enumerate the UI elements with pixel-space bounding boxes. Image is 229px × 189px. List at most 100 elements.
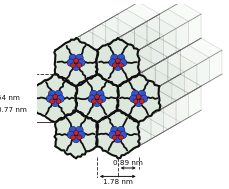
Text: 1.54 nm: 1.54 nm	[0, 95, 19, 101]
Circle shape	[74, 58, 78, 63]
Circle shape	[57, 95, 64, 102]
Text: 1.78 nm: 1.78 nm	[102, 179, 132, 185]
Circle shape	[51, 99, 59, 107]
Circle shape	[75, 54, 83, 61]
Circle shape	[96, 90, 104, 98]
Polygon shape	[88, 67, 130, 115]
Polygon shape	[134, 16, 175, 64]
Polygon shape	[130, 67, 171, 115]
Circle shape	[110, 54, 118, 61]
Polygon shape	[84, 45, 125, 93]
Polygon shape	[105, 81, 146, 129]
Polygon shape	[93, 89, 134, 137]
Circle shape	[70, 135, 75, 140]
Circle shape	[117, 126, 124, 134]
Polygon shape	[147, 81, 188, 129]
Circle shape	[67, 131, 74, 139]
Circle shape	[76, 63, 81, 68]
Polygon shape	[55, 38, 96, 86]
Polygon shape	[68, 31, 109, 79]
Polygon shape	[155, 53, 196, 101]
Polygon shape	[134, 89, 175, 137]
Polygon shape	[147, 9, 188, 57]
Polygon shape	[159, 2, 200, 50]
Polygon shape	[97, 38, 138, 86]
Polygon shape	[159, 74, 200, 122]
Circle shape	[118, 63, 123, 68]
Circle shape	[75, 126, 83, 134]
Polygon shape	[72, 53, 113, 101]
Circle shape	[114, 135, 121, 143]
Polygon shape	[138, 38, 180, 86]
Circle shape	[56, 99, 60, 104]
Circle shape	[90, 90, 97, 98]
Circle shape	[108, 131, 116, 139]
Text: 0.77 nm: 0.77 nm	[0, 107, 27, 113]
Polygon shape	[55, 110, 96, 158]
Circle shape	[136, 94, 140, 99]
Polygon shape	[109, 31, 150, 79]
Circle shape	[98, 95, 106, 102]
Circle shape	[94, 94, 99, 99]
Polygon shape	[80, 24, 121, 72]
Text: 0.89 nm: 0.89 nm	[113, 160, 142, 166]
Polygon shape	[126, 45, 167, 93]
Polygon shape	[122, 24, 163, 72]
Circle shape	[131, 90, 138, 98]
Polygon shape	[117, 2, 159, 50]
Circle shape	[87, 95, 95, 102]
Circle shape	[119, 131, 126, 139]
Circle shape	[139, 99, 144, 104]
Polygon shape	[113, 53, 155, 101]
Polygon shape	[117, 74, 159, 122]
Circle shape	[119, 59, 126, 66]
Polygon shape	[109, 103, 150, 151]
Circle shape	[115, 58, 120, 63]
Circle shape	[140, 95, 147, 102]
Circle shape	[133, 99, 137, 104]
Circle shape	[46, 95, 54, 102]
Polygon shape	[142, 60, 184, 108]
Polygon shape	[68, 103, 109, 151]
Circle shape	[93, 99, 100, 107]
Circle shape	[55, 90, 62, 98]
Polygon shape	[93, 16, 134, 64]
Circle shape	[110, 126, 118, 134]
Circle shape	[112, 63, 117, 68]
Circle shape	[115, 130, 120, 135]
Polygon shape	[180, 38, 221, 86]
Circle shape	[77, 131, 85, 139]
Circle shape	[138, 90, 145, 98]
Polygon shape	[167, 45, 209, 93]
Circle shape	[91, 99, 96, 104]
Circle shape	[97, 99, 102, 104]
Circle shape	[69, 126, 76, 134]
Circle shape	[49, 99, 54, 104]
Circle shape	[118, 135, 123, 140]
Polygon shape	[97, 110, 138, 158]
Circle shape	[114, 63, 121, 71]
Circle shape	[48, 90, 55, 98]
Circle shape	[117, 54, 124, 61]
Polygon shape	[76, 74, 117, 122]
Circle shape	[67, 59, 74, 66]
Circle shape	[129, 95, 136, 102]
Circle shape	[76, 135, 81, 140]
Circle shape	[72, 135, 79, 143]
Polygon shape	[80, 96, 121, 144]
Circle shape	[134, 99, 142, 107]
Circle shape	[70, 63, 75, 68]
Circle shape	[74, 130, 78, 135]
Circle shape	[72, 63, 79, 71]
Polygon shape	[34, 74, 76, 122]
Circle shape	[77, 59, 85, 66]
Circle shape	[69, 54, 76, 61]
Polygon shape	[105, 9, 146, 57]
Circle shape	[53, 94, 57, 99]
Circle shape	[108, 59, 116, 66]
Polygon shape	[101, 60, 142, 108]
Polygon shape	[117, 74, 159, 122]
Polygon shape	[97, 38, 138, 86]
Polygon shape	[122, 96, 163, 144]
Polygon shape	[47, 67, 88, 115]
